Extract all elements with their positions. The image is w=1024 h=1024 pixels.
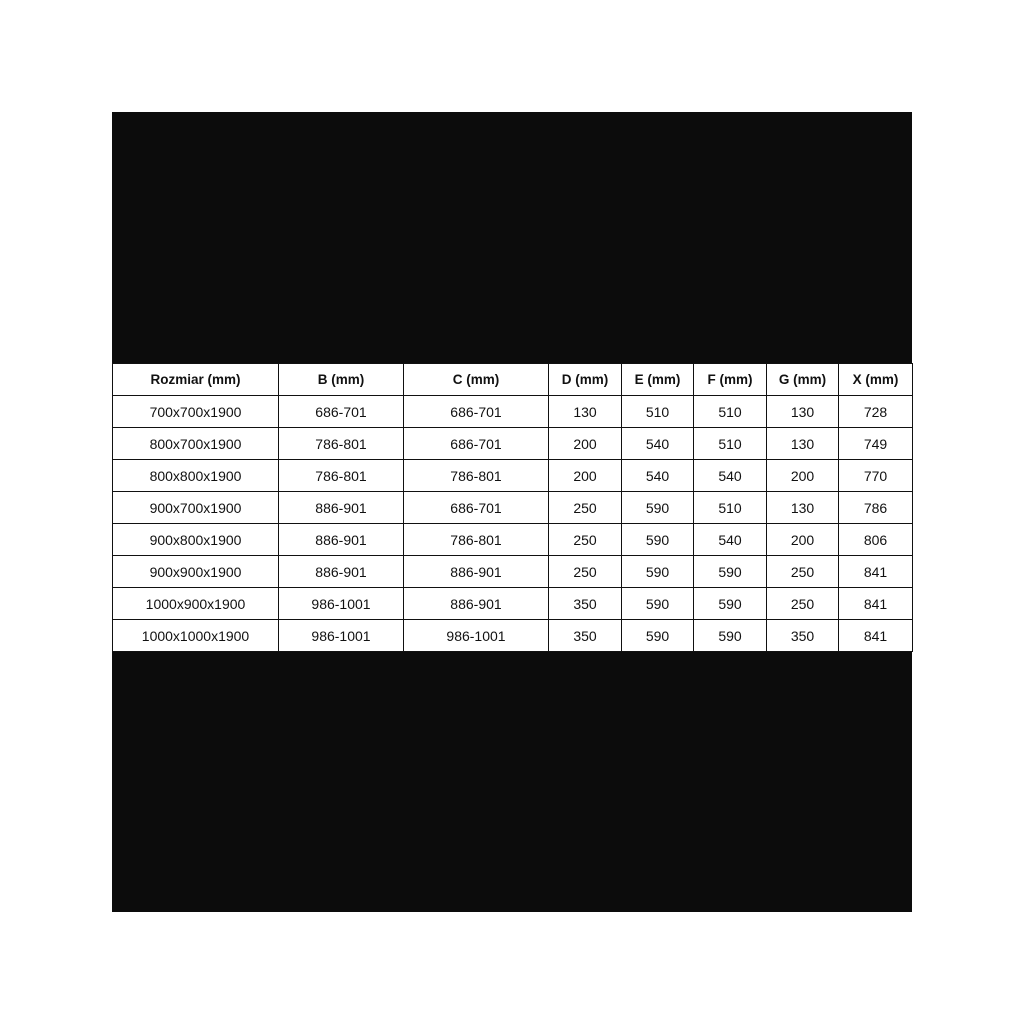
table-cell: 590: [621, 587, 694, 620]
column-header: D (mm): [548, 363, 622, 396]
table-cell: 510: [693, 395, 767, 428]
table-cell: 886-901: [278, 491, 404, 524]
table-cell: 700x700x1900: [112, 395, 279, 428]
table-cell: 800x700x1900: [112, 427, 279, 460]
column-header: B (mm): [278, 363, 404, 396]
table-cell: 986-1001: [403, 619, 549, 652]
table-cell: 590: [621, 523, 694, 556]
table-cell: 540: [621, 427, 694, 460]
table-header-row: Rozmiar (mm) B (mm) C (mm) D (mm) E (mm) F (m…: [112, 363, 913, 396]
table-cell: 540: [693, 523, 767, 556]
table-cell: 350: [766, 619, 839, 652]
table-cell: 806: [838, 523, 913, 556]
table-cell: 250: [766, 555, 839, 588]
table-row: 700x700x1900 686-701 686-701 130 510 510 130 72…: [112, 395, 913, 428]
table-cell: 986-1001: [278, 587, 404, 620]
table-cell: 200: [548, 459, 622, 492]
table-cell: 590: [693, 619, 767, 652]
table-cell: 540: [693, 459, 767, 492]
table-cell: 350: [548, 587, 622, 620]
table-row: 800x700x1900 786-801 686-701 200 540 510 130 74…: [112, 427, 913, 460]
table-cell: 786-801: [403, 523, 549, 556]
table-cell: 590: [621, 619, 694, 652]
table-cell: 130: [766, 491, 839, 524]
table-cell: 590: [621, 555, 694, 588]
table-cell: 130: [766, 395, 839, 428]
table-cell: 250: [548, 555, 622, 588]
table-cell: 728: [838, 395, 913, 428]
table-cell: 590: [693, 587, 767, 620]
table-cell: 900x900x1900: [112, 555, 279, 588]
table-row: 800x800x1900 786-801 786-801 200 540 540 200 77…: [112, 459, 913, 492]
column-header: Rozmiar (mm): [112, 363, 279, 396]
table-cell: 900x700x1900: [112, 491, 279, 524]
table-cell: 886-901: [278, 523, 404, 556]
column-header: C (mm): [403, 363, 549, 396]
table-row: 1000x900x1900 986-1001 886-901 350 590 590 250…: [112, 587, 913, 620]
table-cell: 590: [693, 555, 767, 588]
table-cell: 510: [693, 427, 767, 460]
table-cell: 800x800x1900: [112, 459, 279, 492]
table-cell: 1000x900x1900: [112, 587, 279, 620]
table-cell: 510: [621, 395, 694, 428]
table-cell: 130: [548, 395, 622, 428]
table-cell: 786-801: [278, 459, 404, 492]
table-cell: 686-701: [278, 395, 404, 428]
table-cell: 841: [838, 619, 913, 652]
table-cell: 686-701: [403, 491, 549, 524]
column-header: F (mm): [693, 363, 767, 396]
table-cell: 770: [838, 459, 913, 492]
table-cell: 786-801: [278, 427, 404, 460]
table-cell: 886-901: [403, 555, 549, 588]
dimensions-table: Rozmiar (mm) B (mm) C (mm) D (mm) E (mm) F (m…: [112, 363, 913, 652]
table-cell: 986-1001: [278, 619, 404, 652]
table-cell: 540: [621, 459, 694, 492]
table-cell: 900x800x1900: [112, 523, 279, 556]
table-cell: 200: [766, 459, 839, 492]
table-cell: 786: [838, 491, 913, 524]
table-row: 1000x1000x1900 986-1001 986-1001 350 590 590 3…: [112, 619, 913, 652]
table-cell: 510: [693, 491, 767, 524]
table-cell: 749: [838, 427, 913, 460]
table-row: 900x800x1900 886-901 786-801 250 590 540 200 80…: [112, 523, 913, 556]
table-cell: 1000x1000x1900: [112, 619, 279, 652]
table-cell: 200: [548, 427, 622, 460]
table-cell: 590: [621, 491, 694, 524]
column-header: G (mm): [766, 363, 839, 396]
table-cell: 250: [766, 587, 839, 620]
table-cell: 250: [548, 491, 622, 524]
table-row: 900x700x1900 886-901 686-701 250 590 510 130 78…: [112, 491, 913, 524]
column-header: X (mm): [838, 363, 913, 396]
table-cell: 350: [548, 619, 622, 652]
table-row: 900x900x1900 886-901 886-901 250 590 590 250 84…: [112, 555, 913, 588]
table-cell: 200: [766, 523, 839, 556]
table-cell: 841: [838, 555, 913, 588]
table-cell: 841: [838, 587, 913, 620]
table-cell: 250: [548, 523, 622, 556]
table-cell: 886-901: [403, 587, 549, 620]
table-cell: 786-801: [403, 459, 549, 492]
table-cell: 686-701: [403, 427, 549, 460]
column-header: E (mm): [621, 363, 694, 396]
table-cell: 886-901: [278, 555, 404, 588]
table-cell: 686-701: [403, 395, 549, 428]
table-cell: 130: [766, 427, 839, 460]
